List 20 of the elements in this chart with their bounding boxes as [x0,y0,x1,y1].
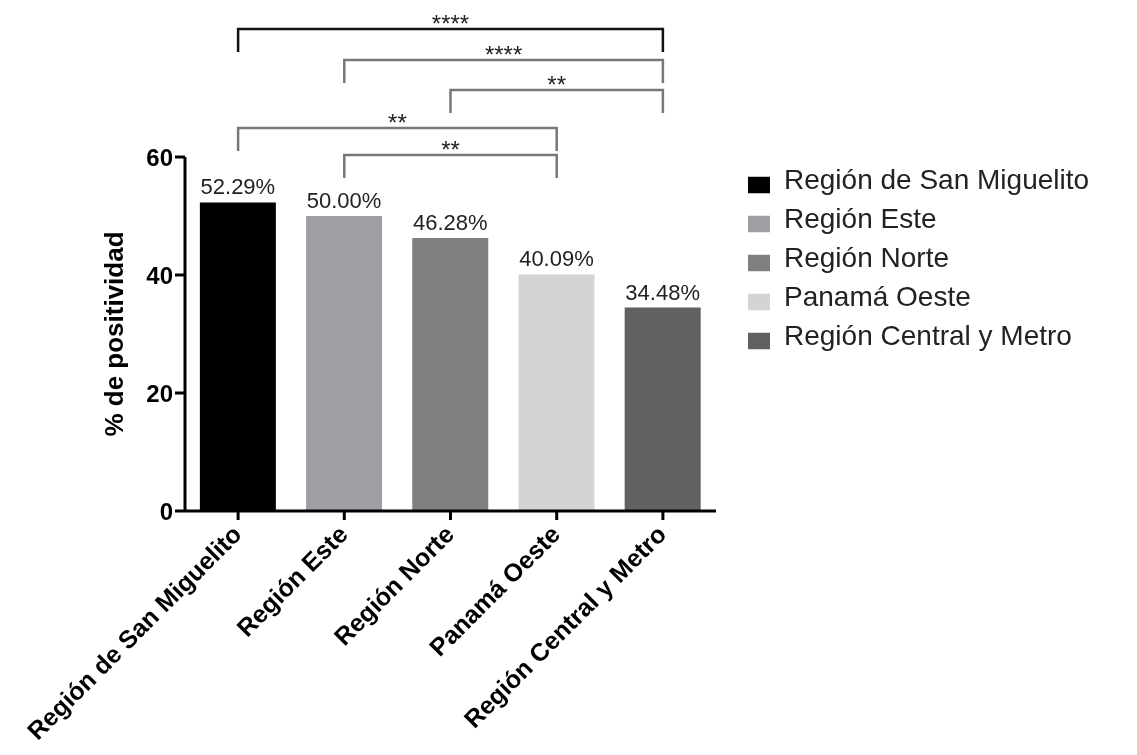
y-tick-label: 40 [146,261,173,289]
data-label: 46.28% [412,209,488,235]
text: ** [388,109,407,136]
legend-label: Panamá Oeste [784,281,971,312]
annotation: ** [441,136,460,163]
y-tick-label: 0 [159,497,173,525]
legend-label: Región de San Miguelito [784,164,1090,195]
text: ** [547,71,567,98]
legend-label: Región Central y Metro [784,320,1072,351]
data-label: 52.29% [200,174,276,200]
data-label: 34.48% [625,279,700,305]
data-label: 40.09% [519,246,594,272]
legend-label: Región Este [784,203,937,234]
y-axis-title: % de positividad [99,231,129,437]
y-tick-label: 60 [146,143,173,171]
text: **** [484,41,523,68]
text: **** [431,10,470,37]
data-label: 50.00% [306,188,382,213]
legend-label: Región Norte [784,242,949,273]
y-tick-label: 20 [146,379,173,407]
